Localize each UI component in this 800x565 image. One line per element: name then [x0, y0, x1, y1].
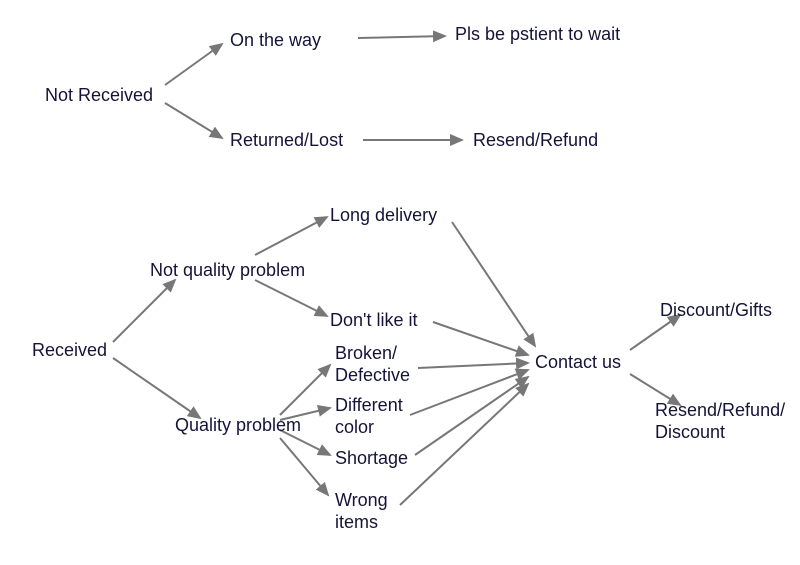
edge-arrow: [452, 222, 535, 346]
edge-arrow: [165, 44, 222, 85]
node-discount-gifts: Discount/Gifts: [660, 300, 772, 322]
node-wrong-items: Wrong items: [335, 490, 388, 533]
edge-arrow: [113, 358, 200, 418]
edge-arrow: [255, 280, 327, 316]
edge-arrow: [280, 365, 330, 415]
edge-arrow: [415, 377, 528, 455]
node-quality: Quality problem: [175, 415, 301, 437]
edge-arrow: [418, 363, 528, 368]
node-returned-lost: Returned/Lost: [230, 130, 343, 152]
node-not-quality: Not quality problem: [150, 260, 305, 282]
edge-arrow: [165, 103, 222, 138]
edge-arrow: [400, 384, 528, 505]
edge-arrow: [280, 438, 328, 495]
node-resend-refund-dc: Resend/Refund/ Discount: [655, 400, 785, 443]
node-contact-us: Contact us: [535, 352, 621, 374]
flowchart-stage: Not Received On the way Returned/Lost Pl…: [0, 0, 800, 565]
edge-arrow: [255, 217, 327, 255]
edge-arrow: [358, 36, 445, 38]
node-received: Received: [32, 340, 107, 362]
node-not-received: Not Received: [45, 85, 153, 107]
node-resend-refund: Resend/Refund: [473, 130, 598, 152]
node-pls-wait: Pls be pstient to wait: [455, 24, 620, 46]
edge-arrow: [410, 370, 528, 415]
node-dont-like: Don't like it: [330, 310, 417, 332]
edge-arrow: [433, 322, 528, 355]
node-broken: Broken/ Defective: [335, 343, 410, 386]
node-on-the-way: On the way: [230, 30, 321, 52]
node-shortage: Shortage: [335, 448, 408, 470]
edge-arrow: [113, 280, 175, 342]
node-diff-color: Different color: [335, 395, 403, 438]
node-long-delivery: Long delivery: [330, 205, 437, 227]
